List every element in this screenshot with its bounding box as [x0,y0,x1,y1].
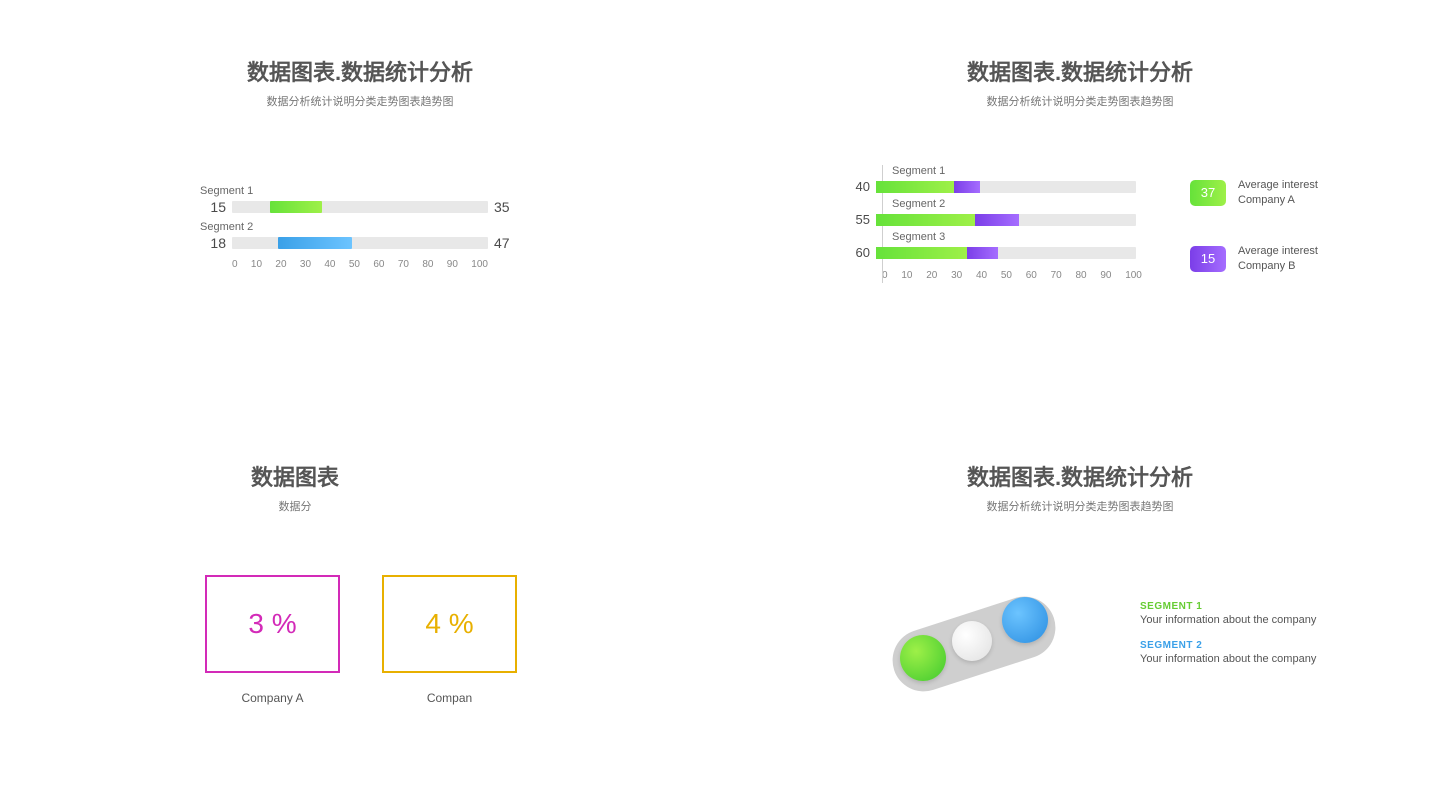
q4-title: 数据图表.数据统计分析 [720,460,1440,492]
q3-box-label: Compan [427,691,472,705]
q1-tick: 20 [275,259,286,270]
q4-circle [900,635,946,681]
q2-legend-badge: 37 [1190,180,1226,206]
q2-legend: 37 Average interestCompany A 15 Average int… [1190,178,1318,309]
q3-stat-box: 3 % [205,575,340,673]
q2-segment-label: Segment 1 [892,165,1140,177]
q2-track [876,181,1136,193]
q4-circle [952,621,992,661]
q1-track [232,237,488,249]
q4-circle [1002,597,1048,643]
panel-q4: 数据图表.数据统计分析 数据分析统计说明分类走势图表趋势图 SEGMENT 1 Y… [720,405,1440,810]
q1-left-value: 18 [190,235,226,251]
q1-tick: 80 [422,259,433,270]
q2-segment-label: Segment 3 [892,231,1140,243]
q2-tick: 40 [976,270,987,281]
q2-left-value: 60 [840,245,876,260]
q3-box-label: Company A [241,691,303,705]
q1-right-value: 35 [494,199,530,215]
q1-tick: 10 [251,259,262,270]
q1-segment-label: Segment 2 [200,221,530,233]
q2-tick: 30 [951,270,962,281]
q1-tick: 100 [471,259,488,270]
q2-title: 数据图表.数据统计分析 [720,55,1440,87]
q2-tick: 10 [901,270,912,281]
q2-tick: 60 [1026,270,1037,281]
panel-q3: 数据图表 数据分 3 % Company A 4 % Compan [0,405,720,810]
q2-left-value: 40 [840,179,876,194]
q3-box-wrap: 3 % Company A [205,575,340,705]
q2-bar-series-b [954,181,980,193]
q1-tick: 90 [447,259,458,270]
q2-bar-series-b [967,247,998,259]
q2-subtitle: 数据分析统计说明分类走势图表趋势图 [720,93,1440,109]
q2-chart: Segment 140Segment 255Segment 360 010203… [840,165,1140,281]
q1-bar-row: 1535 [190,199,530,215]
q1-chart: Segment 11535Segment 21847 0102030405060… [190,185,530,270]
q4-legend-title: SEGMENT 1 [1140,601,1316,612]
q4-legend-desc: Your information about the company [1140,653,1316,665]
q2-axis: 0102030405060708090100 [882,270,1142,281]
q1-tick: 30 [300,259,311,270]
q2-tick: 100 [1125,270,1142,281]
q2-track [876,247,1136,259]
q3-box-wrap: 4 % Compan [382,575,517,705]
q4-subtitle: 数据分析统计说明分类走势图表趋势图 [720,498,1440,514]
q1-title: 数据图表.数据统计分析 [0,55,720,87]
q1-bar-row: 1847 [190,235,530,251]
q1-tick: 70 [398,259,409,270]
q3-boxes: 3 % Company A 4 % Compan [205,575,517,705]
q2-bar-series-b [975,214,1019,226]
q2-track [876,214,1136,226]
q2-bar-row: 40 [840,179,1140,194]
q1-right-value: 47 [494,235,530,251]
q2-tick: 90 [1100,270,1111,281]
q2-legend-text: Average interestCompany B [1238,244,1318,274]
q2-bar-row: 55 [840,212,1140,227]
panel-q1: 数据图表.数据统计分析 数据分析统计说明分类走势图表趋势图 Segment 1 1… [0,0,720,405]
q2-bar-series-a [876,181,954,193]
q1-bar [270,201,321,213]
q2-tick: 50 [1001,270,1012,281]
q2-bar-row: 60 [840,245,1140,260]
q2-bar-series-a [876,247,967,259]
q4-area: SEGMENT 1 Your information about the comp… [890,585,1316,695]
q2-legend-text: Average interestCompany A [1238,178,1318,208]
q2-tick: 20 [926,270,937,281]
q1-tick: 0 [232,259,238,270]
panel-q2: 数据图表.数据统计分析 数据分析统计说明分类走势图表趋势图 Segment 1 4… [720,0,1440,405]
q2-tick: 70 [1051,270,1062,281]
q2-legend-badge: 15 [1190,246,1226,272]
q4-legend-item: SEGMENT 2 Your information about the comp… [1140,640,1316,665]
q2-tick: 80 [1075,270,1086,281]
q1-tick: 50 [349,259,360,270]
q4-legend-desc: Your information about the company [1140,614,1316,626]
q1-axis: 0 10 20 30 40 50 60 70 80 90 100 [232,259,488,270]
q1-subtitle: 数据分析统计说明分类走势图表趋势图 [0,93,720,109]
q1-segment-label: Segment 1 [200,185,530,197]
q2-bar-series-a [876,214,975,226]
q2-legend-item: 37 Average interestCompany A [1190,178,1318,208]
q1-tick: 60 [373,259,384,270]
q2-segment-label: Segment 2 [892,198,1140,210]
q3-title: 数据图表 [0,460,720,492]
q1-tick: 40 [324,259,335,270]
q3-subtitle: 数据分 [0,498,720,514]
q4-legend-item: SEGMENT 1 Your information about the comp… [1140,601,1316,626]
q1-track [232,201,488,213]
q3-stat-box: 4 % [382,575,517,673]
q1-bar [278,237,352,249]
q1-left-value: 15 [190,199,226,215]
q4-legend-title: SEGMENT 2 [1140,640,1316,651]
q2-legend-item: 15 Average interestCompany B [1190,244,1318,274]
q2-left-value: 55 [840,212,876,227]
q4-legend: SEGMENT 1 Your information about the comp… [1140,601,1316,679]
q4-pill-wrap [890,585,1070,695]
